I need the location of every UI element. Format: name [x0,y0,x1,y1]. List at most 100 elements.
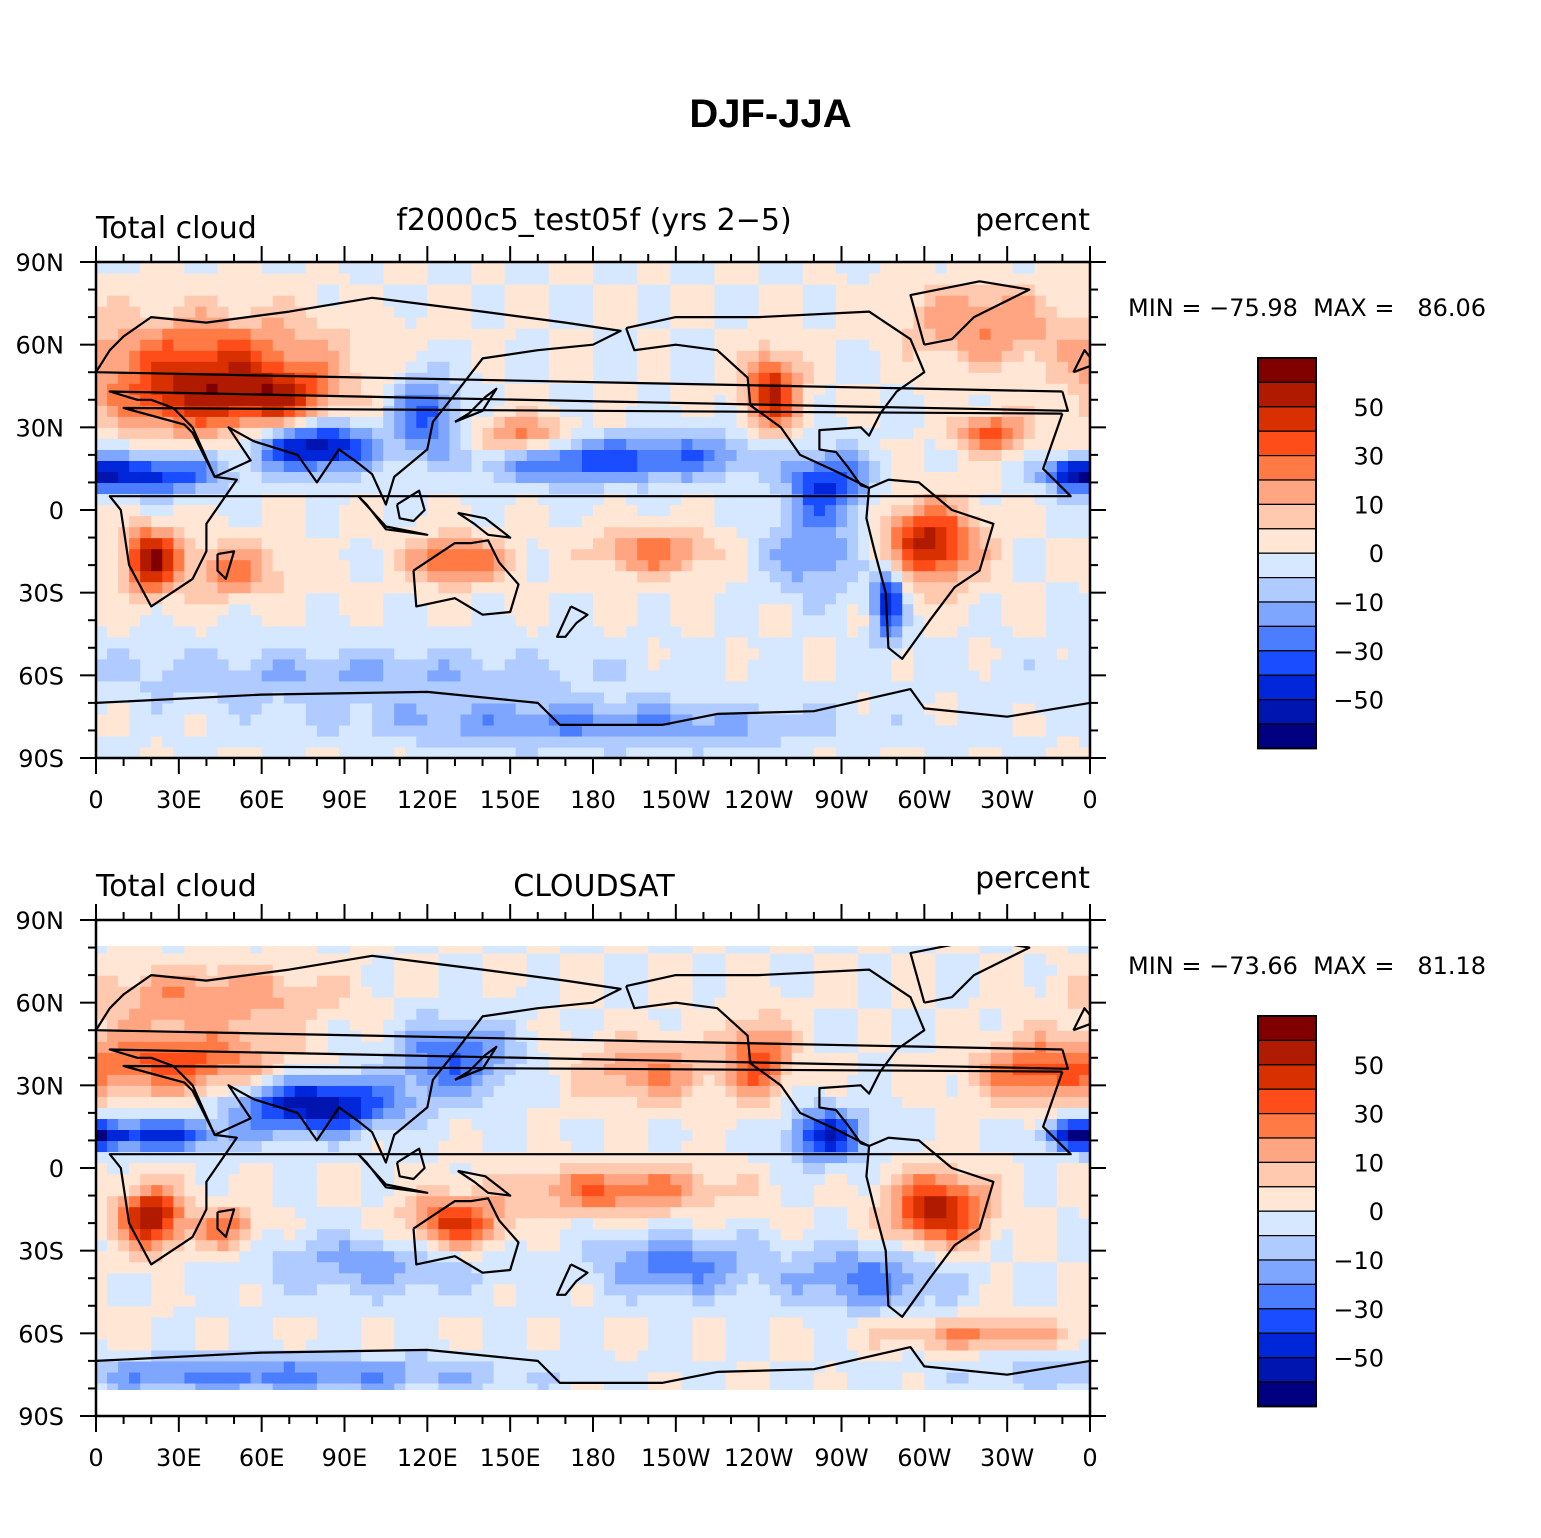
field-cell [570,592,583,605]
field-cell [835,746,848,758]
field-cell [504,460,517,473]
field-cell [515,603,528,616]
field-cell [548,691,561,704]
field-cell [294,317,307,329]
field-cell [338,570,351,583]
field-cell [173,427,185,439]
field-cell [526,1327,539,1340]
field-cell [1012,1360,1025,1373]
field-cell [228,592,241,605]
field-cell [129,262,141,274]
field-cell [405,570,417,583]
field-cell [1056,262,1069,274]
field-cell [118,647,130,660]
field-cell [891,1360,903,1373]
field-cell [824,416,837,428]
field-cell [747,724,760,737]
field-cell [902,647,914,660]
field-cell [979,493,992,506]
field-cell [493,691,506,704]
field-cell [604,350,616,362]
field-cell [681,669,693,682]
field-cell [714,515,727,528]
field-cell [261,625,274,638]
field-cell [537,273,550,285]
field-cell [471,482,484,495]
field-cell [118,713,130,726]
field-cell [272,548,285,561]
field-cell [703,306,716,318]
field-cell [305,548,318,561]
field-cell [350,383,362,395]
field-cell [471,537,484,550]
field-cell [758,614,771,627]
field-cell [460,471,473,484]
field-cell [184,460,196,473]
field-cell [316,306,329,318]
field-cell [272,702,285,715]
field-cell [338,361,351,373]
field-cell [869,614,881,627]
field-cell [957,1382,970,1390]
field-cell [769,482,782,495]
field-cell [504,284,517,296]
field-cell [504,383,517,395]
field-cell [957,669,970,682]
field-cell [173,482,185,495]
field-cell [327,1371,340,1384]
field-cell [968,438,981,450]
field-cell [1056,339,1069,351]
field-cell [338,295,351,307]
field-cell [184,405,196,417]
field-cell [736,1382,749,1390]
field-cell [637,394,649,406]
field-cell [129,328,141,340]
field-cell [327,603,340,616]
field-cell [670,1360,682,1373]
field-cell [1012,625,1025,638]
field-cell [1045,746,1058,758]
field-cell [283,493,296,506]
field-cell [405,317,417,329]
field-cell [659,537,671,550]
field-cell [824,438,837,450]
field-cell [570,1316,583,1329]
field-cell [791,1371,804,1384]
field-cell [261,405,274,417]
field-cell [1001,383,1014,395]
field-cell [372,284,384,296]
field-cell [162,702,174,715]
field-cell [692,669,705,682]
field-cell [1045,592,1058,605]
field-cell [1001,559,1014,572]
field-cell [957,405,970,417]
field-cell [140,559,152,572]
field-cell [151,592,163,605]
field-cell [604,460,616,473]
field-cell [924,427,936,439]
field-cell [316,625,329,638]
field-cell [924,405,936,417]
field-cell [924,1338,936,1351]
field-cell [581,460,594,473]
field-cell [350,460,362,473]
field-cell [515,592,528,605]
field-cell [637,350,649,362]
field-cell [791,669,804,682]
field-cell [626,724,638,737]
field-cell [162,416,174,428]
field-cell [272,394,285,406]
field-cell [604,548,616,561]
field-cell [780,493,793,506]
field-cell [791,306,804,318]
field-cell [416,471,428,484]
field-cell [1023,1382,1036,1390]
field-cell [891,427,903,439]
field-cell [968,570,981,583]
field-cell [1012,460,1025,473]
field-cell [1023,361,1036,373]
field-cell [217,1360,230,1373]
field-cell [703,262,716,274]
field-cell [703,383,716,395]
field-cell [548,548,561,561]
